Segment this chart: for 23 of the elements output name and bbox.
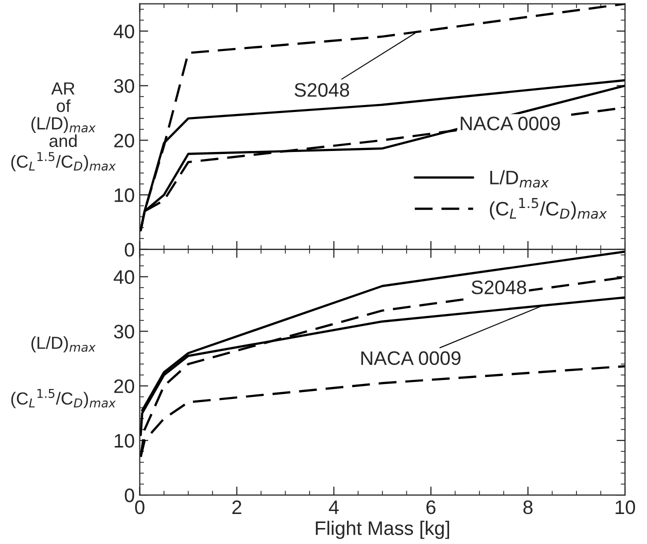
x-tick-label: 0 — [135, 500, 144, 514]
y-tick-label: 40 — [114, 24, 134, 38]
annotation: NACA 0009 — [460, 116, 560, 130]
y-tick-label: 0 — [124, 488, 134, 502]
x-tick-label: 6 — [426, 500, 436, 514]
y-tick-label: 20 — [114, 134, 134, 148]
x-tick-label: 2 — [232, 500, 242, 514]
y-tick-label: 10 — [114, 434, 134, 448]
y-tick-label: 30 — [114, 79, 134, 93]
x-tick-label: 10 — [616, 500, 636, 514]
y-tick-label: 20 — [114, 379, 134, 394]
y-tick-label: 30 — [114, 324, 134, 339]
annotation: S2048 — [472, 280, 526, 294]
y-tick-label: 40 — [114, 270, 134, 284]
y-tick-label: 0 — [124, 242, 134, 257]
x-tick-label: 8 — [523, 500, 533, 514]
legend-label: L/D$_{max}$ — [490, 170, 549, 188]
annotation: S2048 — [294, 83, 350, 97]
annotation: NACA 0009 — [361, 351, 460, 366]
y-tick-label: 10 — [114, 188, 134, 202]
legend-label: (C$_{L}$$^{1.5}$/C$_{D}$)$_{max}$ — [490, 198, 607, 220]
x-tick-label: 4 — [328, 500, 339, 514]
x-axis-title: Flight Mass [kg] — [316, 520, 450, 539]
